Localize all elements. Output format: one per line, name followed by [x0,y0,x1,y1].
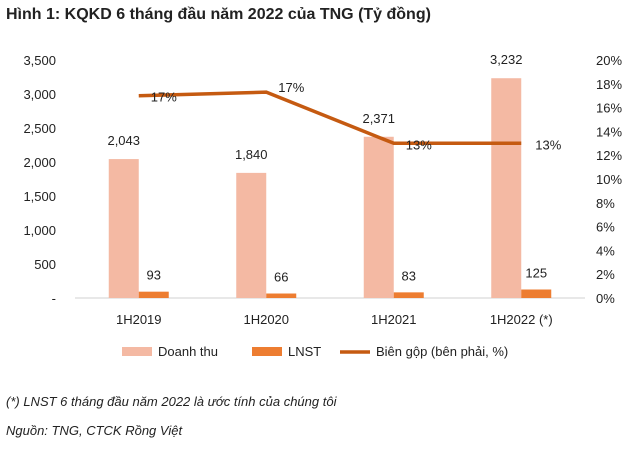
y-left-tick-label: 1,000 [23,223,56,238]
bar-lnst [266,293,297,298]
bar-doanh-thu [236,172,267,298]
data-label: 93 [147,268,161,283]
legend-swatch-lnst [252,347,282,356]
chart-title: Hình 1: KQKD 6 tháng đầu năm 2022 của TN… [6,6,431,23]
y-left-tick-label: - [52,291,56,306]
legend-label: Doanh thu [158,344,218,359]
y-left-tick-label: 2,000 [23,155,56,170]
bar-lnst [393,292,424,298]
data-label: 125 [525,266,547,281]
y-left-tick-label: 500 [34,257,56,272]
y-right-tick-label: 2% [596,267,615,282]
y-left-tick-label: 2,500 [23,121,56,136]
y-right-tick-label: 8% [596,196,615,211]
y-right-tick-label: 14% [596,124,622,139]
data-label: 2,043 [107,133,140,148]
y-right-tick-label: 6% [596,220,615,235]
y-right-tick-label: 0% [596,291,615,306]
line-data-label: 13% [406,137,432,152]
legend-label: LNST [288,344,321,359]
bar-lnst [138,291,169,298]
bar-doanh-thu [491,78,522,298]
y-right-tick-label: 10% [596,172,622,187]
line-data-label: 17% [278,80,304,95]
legend-label: Biên gộp (bên phải, %) [376,344,508,359]
legend-swatch-doanh-thu [122,347,152,356]
x-tick-label: 1H2020 [243,312,289,327]
data-label: 3,232 [490,52,523,67]
y-right-tick-label: 12% [596,148,622,163]
data-label: 83 [402,268,416,283]
data-label: 2,371 [362,111,395,126]
y-left-tick-label: 1,500 [23,189,56,204]
data-label: 66 [274,270,288,285]
bar-doanh-thu [363,136,394,298]
x-tick-label: 1H2022 (*) [490,312,553,327]
y-right-tick-label: 4% [596,243,615,258]
source-note: Nguồn: TNG, CTCK Rồng Việt [6,423,183,438]
x-tick-label: 1H2021 [371,312,417,327]
bar-lnst [521,289,552,298]
line-data-label: 17% [151,90,177,105]
x-tick-label: 1H2019 [116,312,162,327]
y-left-tick-label: 3,500 [23,53,56,68]
footnote: (*) LNST 6 tháng đầu năm 2022 là ước tín… [6,394,337,409]
line-data-label: 13% [535,137,561,152]
data-label: 1,840 [235,147,268,162]
y-right-tick-label: 20% [596,53,622,68]
chart: - 500 1,000 1,500 2,000 2,500 3,000 3,500 0% 2% 4%… [23,52,622,359]
line-bien-gop [138,90,522,146]
bar-doanh-thu [108,159,139,298]
y-left-tick-label: 3,000 [23,87,56,102]
y-right-tick-label: 18% [596,77,622,92]
y-right-tick-label: 16% [596,101,622,116]
